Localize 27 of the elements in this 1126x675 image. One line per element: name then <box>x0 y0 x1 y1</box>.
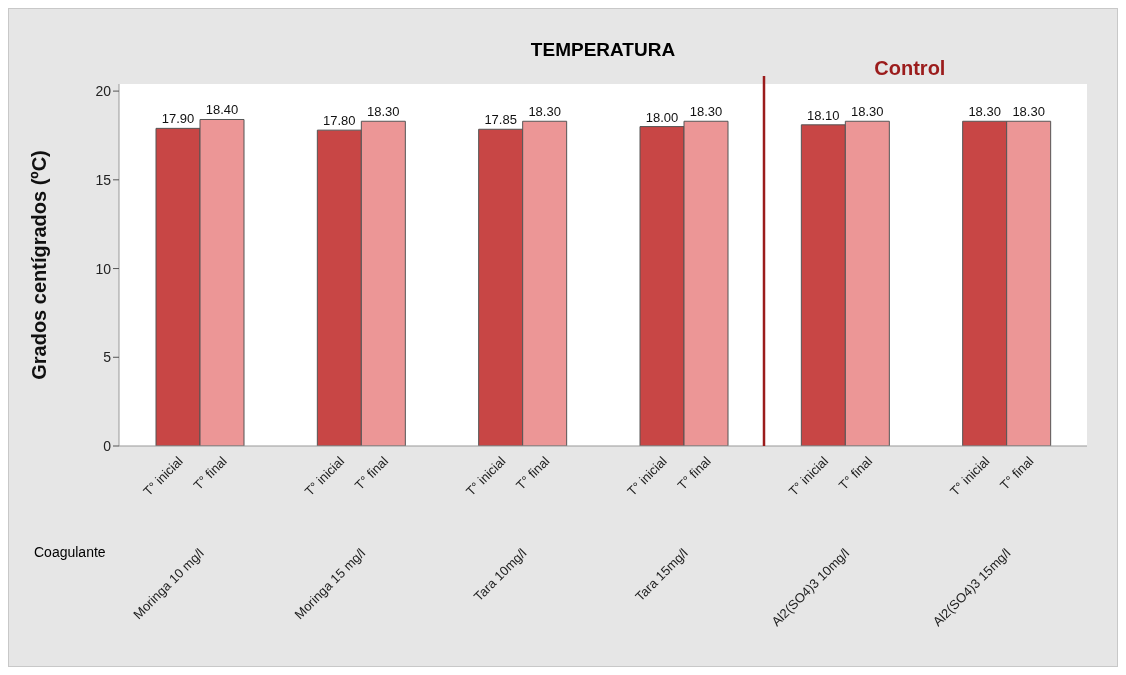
y-tick-label: 20 <box>95 83 112 100</box>
y-tick-label: 10 <box>95 260 112 277</box>
text: T° final <box>351 453 392 493</box>
text: T° final <box>190 453 230 493</box>
text: T° final <box>997 453 1037 493</box>
y-axis-title: Grados centígrados (ºC) <box>28 150 51 380</box>
data-label: 18.30 <box>528 104 561 120</box>
ref-line-label: Control <box>874 57 946 80</box>
data-label: 18.40 <box>205 102 239 118</box>
data-label: 17.90 <box>161 111 195 127</box>
data-label: 18.30 <box>689 104 723 120</box>
text: T° final <box>674 453 714 493</box>
data-label: 18.30 <box>1012 104 1045 120</box>
y-tick-label: 0 <box>103 437 112 454</box>
data-label: 17.80 <box>323 113 356 129</box>
y-tick-label: 15 <box>95 171 112 188</box>
data-label: 18.30 <box>968 104 1001 120</box>
text: T° final <box>835 453 876 493</box>
text: T° final <box>513 453 553 493</box>
data-label: 18.00 <box>645 109 679 125</box>
data-label: 18.30 <box>851 104 884 120</box>
y-tick-label: 5 <box>103 349 112 366</box>
data-label: 18.30 <box>367 104 400 120</box>
data-label: 18.10 <box>807 107 840 123</box>
x-axis-title: Coagulante <box>34 544 106 560</box>
data-label: 17.85 <box>484 112 517 128</box>
chart-title: TEMPERATURA <box>530 39 676 60</box>
